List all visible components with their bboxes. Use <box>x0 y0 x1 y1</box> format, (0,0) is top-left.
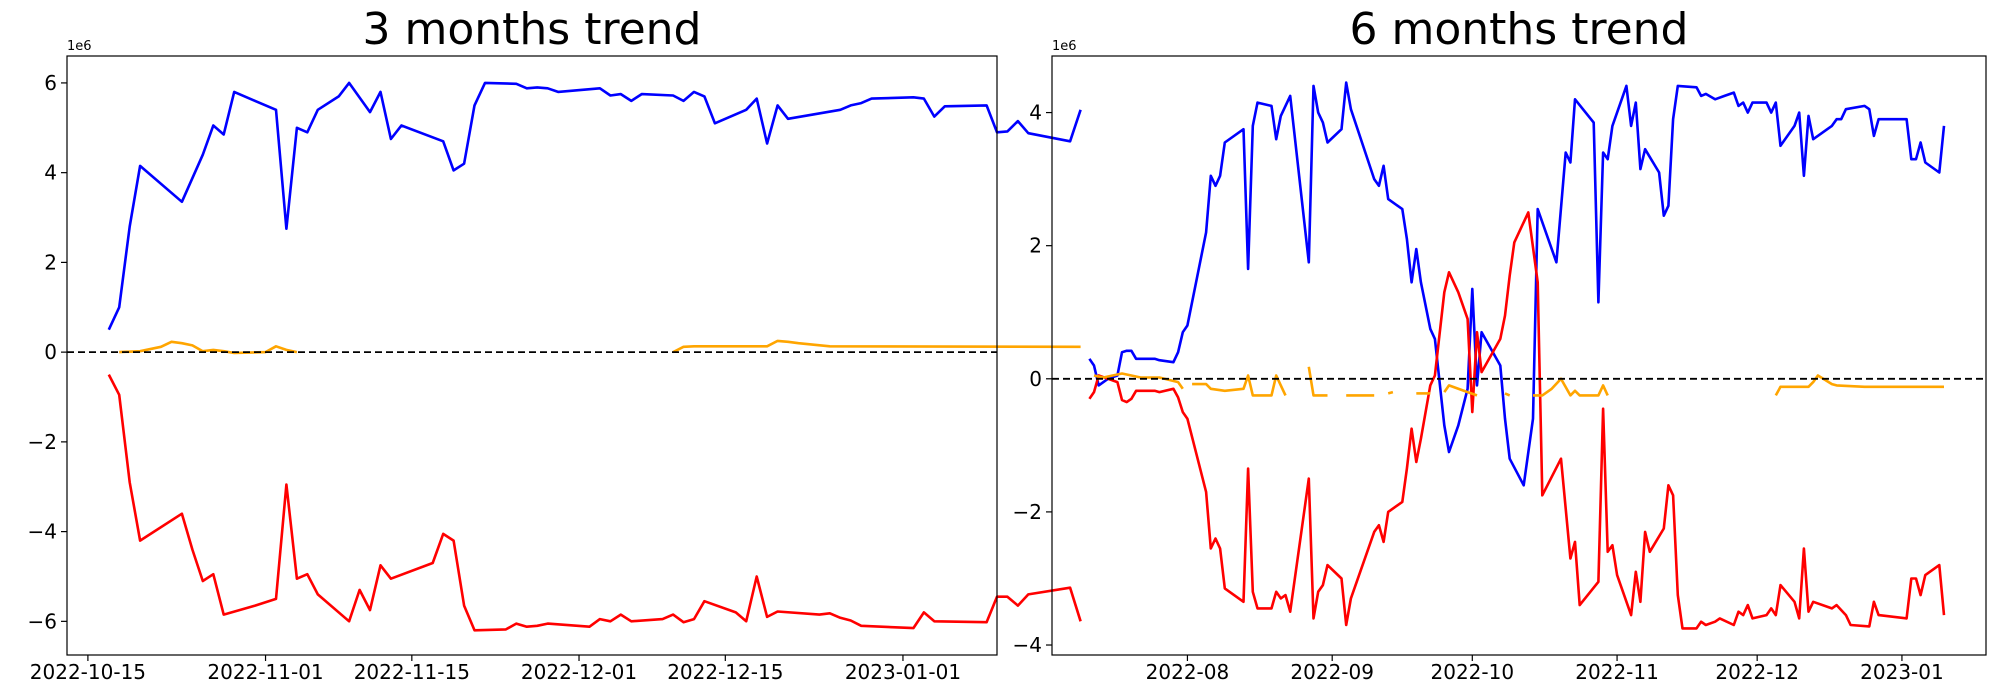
series-1-line-segment <box>1088 81 1946 487</box>
y-multiplier-label: 1e6 <box>67 39 92 54</box>
y-tick-label: 4 <box>44 161 57 185</box>
series-3-line-segment <box>1774 374 1944 397</box>
series-3-line-segment <box>1093 372 1184 390</box>
series-2-line-segment <box>1088 211 1946 630</box>
plot-frame <box>66 55 998 656</box>
y-tick-label: −4 <box>1013 633 1042 657</box>
x-tick-label: 2022-12-01 <box>521 660 637 684</box>
x-tick-label: 2022-10 <box>1431 660 1515 684</box>
y-tick-label: 6 <box>44 71 57 95</box>
x-tick-label: 2022-12 <box>1715 660 1799 684</box>
series-3-line-segment <box>1307 366 1328 397</box>
x-tick-label: 2022-11 <box>1575 660 1659 684</box>
chart-2: 6 months trend 2022-08 2022-09 2022-10 2022-… <box>1013 4 1987 684</box>
y-tick-label: −6 <box>28 609 57 633</box>
series-3-line-segment <box>119 340 298 355</box>
y-tick-label: 0 <box>1029 367 1042 391</box>
y-tick-label: −4 <box>28 520 57 544</box>
series-3-line-segment <box>1443 384 1478 397</box>
x-tick-label: 2022-08 <box>1146 660 1230 684</box>
series-2-line-segment <box>107 374 1082 632</box>
x-tick-label: 2022-09 <box>1290 660 1374 684</box>
x-tick-label: 2022-10-15 <box>30 660 146 684</box>
y-tick-label: −2 <box>28 430 57 454</box>
y-tick-label: 2 <box>1029 234 1042 258</box>
y-multiplier-label: 1e6 <box>1052 39 1077 54</box>
x-tick-label: 2022-12-15 <box>667 660 783 684</box>
y-tick-label: 4 <box>1029 101 1042 125</box>
series-3-line-segment <box>1533 377 1609 397</box>
series-3-line-segment <box>1387 390 1394 395</box>
series-3-line-segment <box>1504 392 1511 397</box>
x-tick-label: 2022-11-15 <box>354 660 470 684</box>
series-3-line-segment <box>672 339 1081 354</box>
plot-frame <box>1051 55 1987 656</box>
series-1-line-segment <box>107 81 1082 331</box>
y-tick-label: −2 <box>1013 500 1042 524</box>
chart-1: 3 months trend 2022-10-15 2022-11-01 2022-1… <box>28 4 1082 684</box>
x-tick-label: 2023-01-01 <box>845 660 961 684</box>
x-tick-label: 2023-01 <box>1860 660 1944 684</box>
chart-title: 3 months trend <box>363 4 702 55</box>
y-tick-label: 0 <box>44 340 57 364</box>
x-tick-label: 2022-11-01 <box>207 660 323 684</box>
chart-title: 6 months trend <box>1350 4 1689 55</box>
y-tick-label: 2 <box>44 250 57 274</box>
